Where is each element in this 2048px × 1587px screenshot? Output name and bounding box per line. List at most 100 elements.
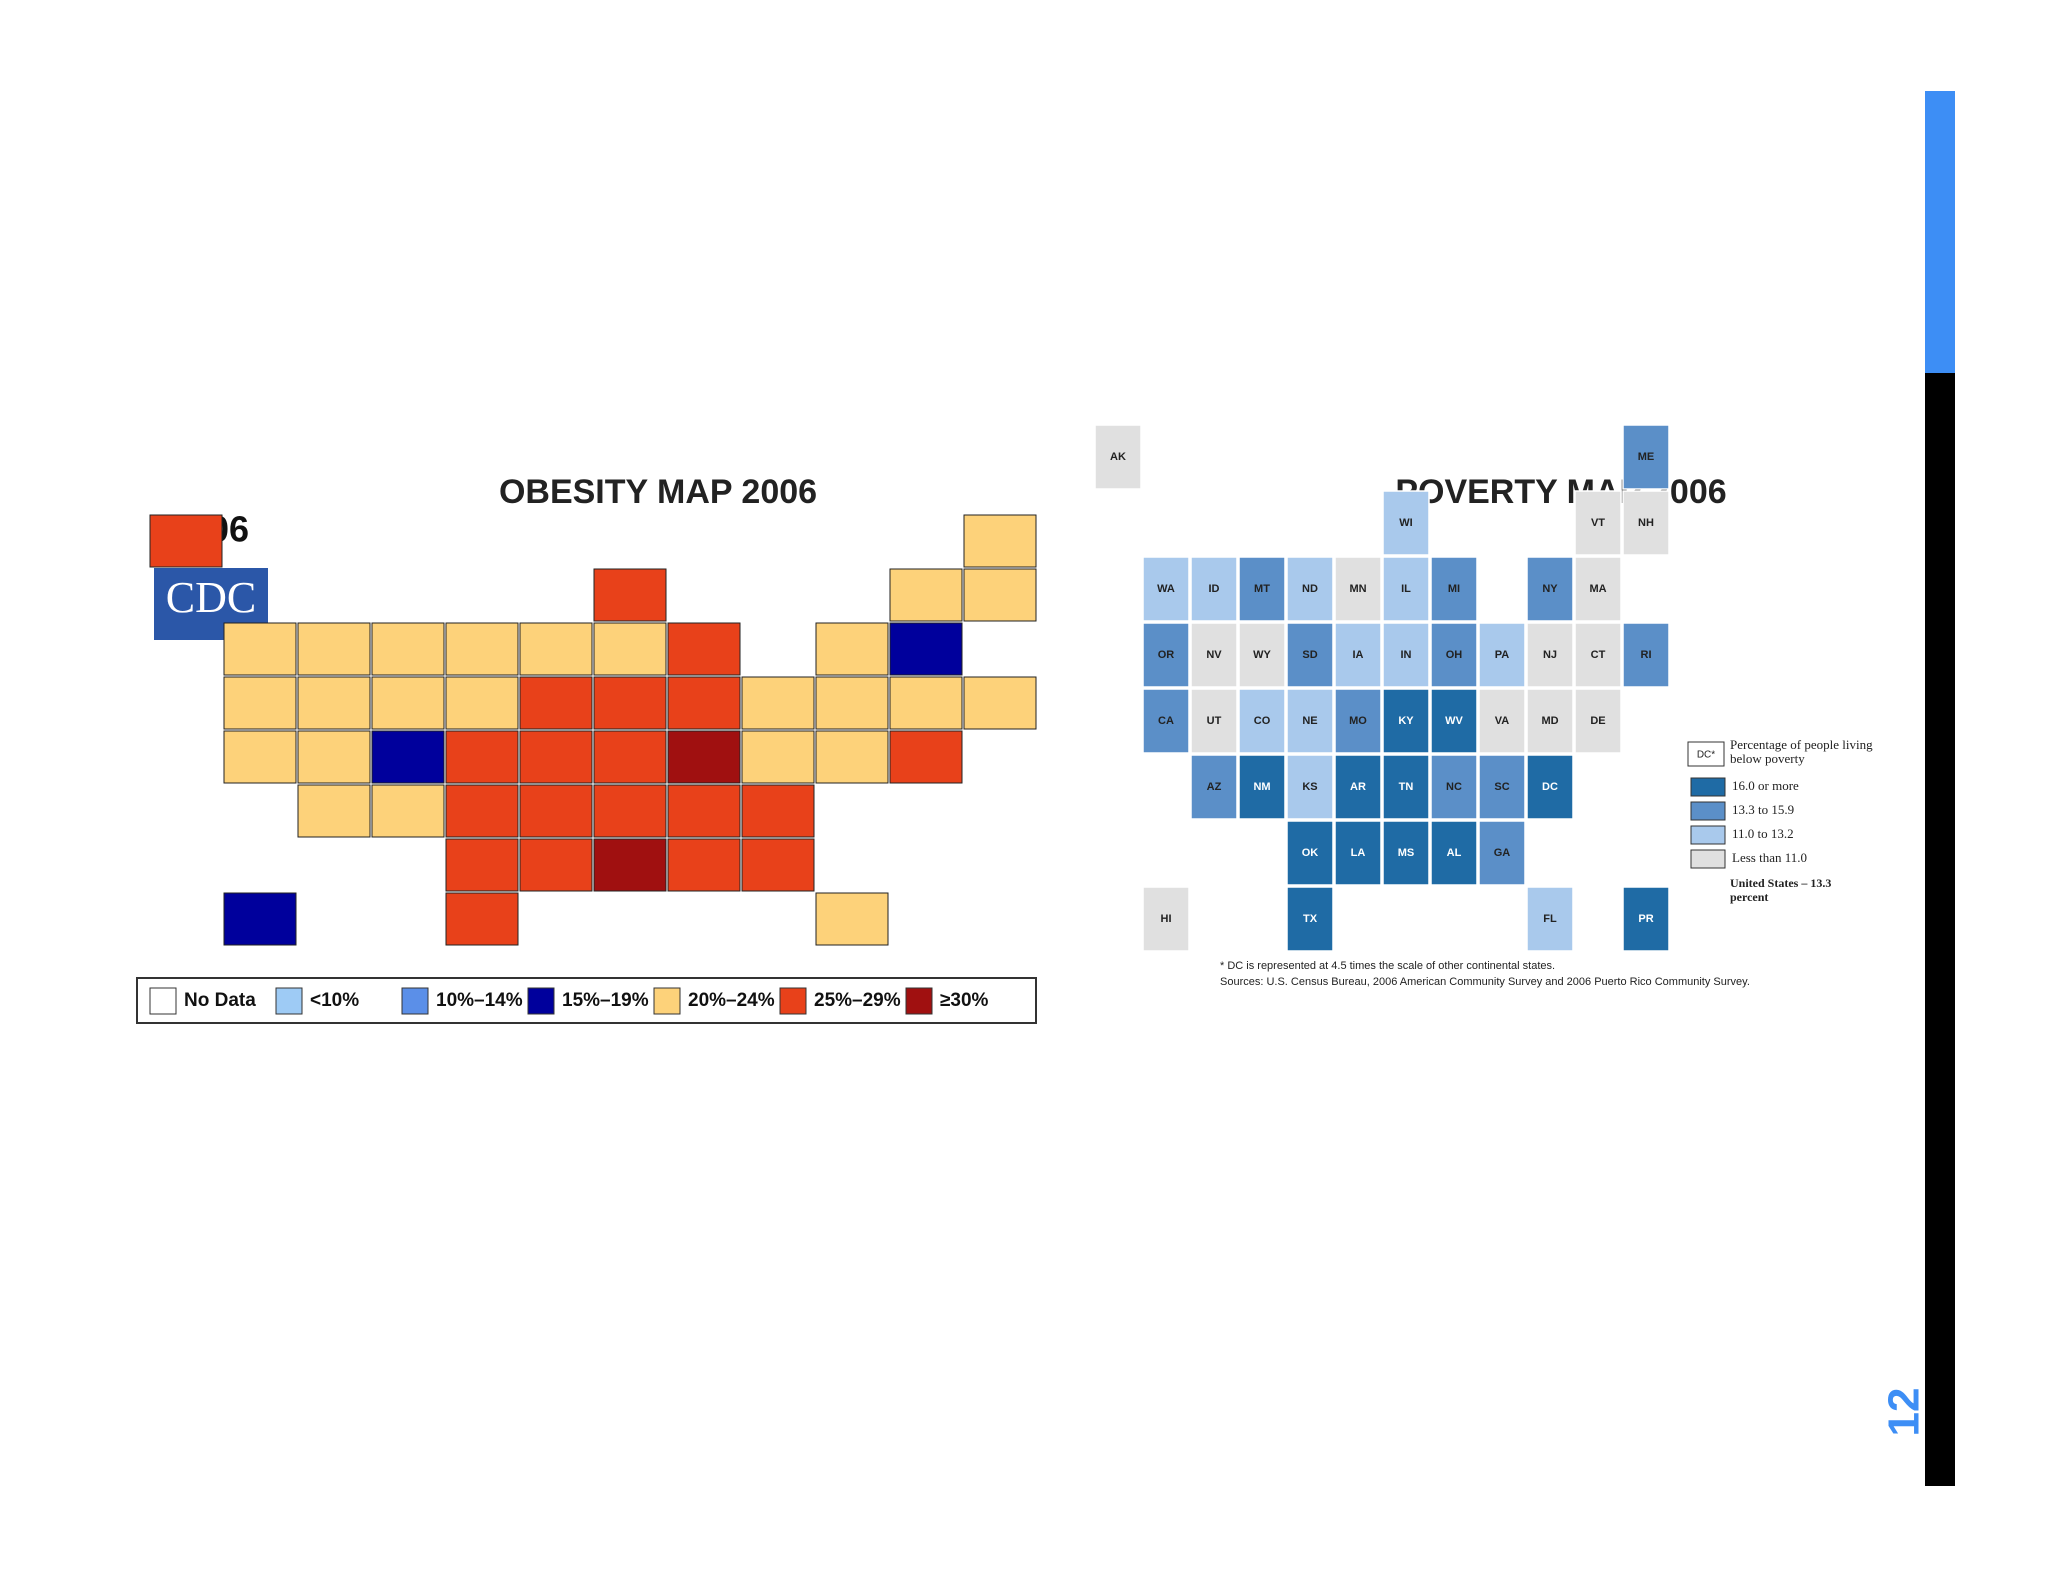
poverty-state xyxy=(1478,622,1526,688)
poverty-state xyxy=(1286,556,1334,622)
obesity-state xyxy=(593,784,667,838)
poverty-state xyxy=(1382,556,1430,622)
poverty-state xyxy=(1574,490,1622,556)
state-label: MS xyxy=(1398,847,1415,859)
obesity-state xyxy=(149,514,223,568)
poverty-state xyxy=(1382,754,1430,820)
poverty-state xyxy=(1430,622,1478,688)
legend-swatch xyxy=(401,987,429,1015)
poverty-state xyxy=(1622,490,1670,556)
legend-label: 15%–19% xyxy=(562,990,649,1011)
state-label: TX xyxy=(1303,913,1318,925)
obesity-state xyxy=(519,730,593,784)
obesity-state xyxy=(519,676,593,730)
obesity-state xyxy=(519,784,593,838)
legend-label: No Data xyxy=(184,990,256,1011)
obesity-state xyxy=(445,892,519,946)
legend-label: <10% xyxy=(310,990,359,1011)
state-label: PR xyxy=(1638,913,1653,925)
obesity-state xyxy=(593,730,667,784)
state-label: UT xyxy=(1207,715,1222,727)
state-label: MD xyxy=(1541,715,1558,727)
state-label: RI xyxy=(1641,649,1652,661)
poverty-note: United States – 13.3 percent xyxy=(1730,876,1832,904)
state-label: LA xyxy=(1351,847,1366,859)
obesity-state xyxy=(815,622,889,676)
obesity-state xyxy=(815,730,889,784)
poverty-state xyxy=(1622,424,1670,490)
obesity-state xyxy=(445,622,519,676)
state-label: AK xyxy=(1110,451,1126,463)
obesity-state xyxy=(297,784,371,838)
obesity-state xyxy=(963,514,1037,568)
state-label: FL xyxy=(1543,913,1557,925)
obesity-state xyxy=(963,676,1037,730)
state-label: CO xyxy=(1254,715,1271,727)
obesity-state xyxy=(593,838,667,892)
obesity-state xyxy=(297,622,371,676)
state-label: HI xyxy=(1161,913,1172,925)
obesity-state xyxy=(667,784,741,838)
obesity-state xyxy=(889,568,963,622)
state-label: GA xyxy=(1494,847,1511,859)
legend-label: 11.0 to 13.2 xyxy=(1732,826,1794,841)
legend-swatch xyxy=(275,987,303,1015)
state-label: NE xyxy=(1302,715,1317,727)
poverty-state xyxy=(1622,886,1670,952)
poverty-state xyxy=(1286,754,1334,820)
state-label: IL xyxy=(1401,583,1411,595)
state-label: DE xyxy=(1590,715,1605,727)
poverty-state xyxy=(1142,556,1190,622)
obesity-state xyxy=(593,622,667,676)
poverty-state xyxy=(1430,820,1478,886)
state-label: NJ xyxy=(1543,649,1557,661)
footnote: * DC is represented at 4.5 times the sca… xyxy=(1220,960,1555,972)
state-label: VA xyxy=(1495,715,1510,727)
obesity-title: OBESITY MAP 2006 xyxy=(499,473,817,511)
poverty-state xyxy=(1430,556,1478,622)
state-label: ME xyxy=(1638,451,1655,463)
legend-swatch xyxy=(527,987,555,1015)
obesity-state xyxy=(445,730,519,784)
obesity-state xyxy=(667,838,741,892)
poverty-state xyxy=(1430,754,1478,820)
poverty-state xyxy=(1238,754,1286,820)
state-label: MI xyxy=(1448,583,1460,595)
poverty-state xyxy=(1142,886,1190,952)
legend-label: 20%–24% xyxy=(688,990,775,1011)
legend-swatch xyxy=(1690,777,1726,797)
obesity-state xyxy=(371,730,445,784)
state-label: WY xyxy=(1253,649,1271,661)
legend-swatch xyxy=(653,987,681,1015)
poverty-state xyxy=(1526,622,1574,688)
legend-label: 16.0 or more xyxy=(1732,778,1799,793)
poverty-state xyxy=(1478,754,1526,820)
poverty-state xyxy=(1334,556,1382,622)
legend-swatch xyxy=(779,987,807,1015)
poverty-state xyxy=(1286,622,1334,688)
state-label: SD xyxy=(1302,649,1317,661)
note-wrap: United States – 13.3 percent xyxy=(1730,876,1832,904)
state-label: CA xyxy=(1158,715,1174,727)
state-label: MN xyxy=(1349,583,1366,595)
obesity-state xyxy=(889,676,963,730)
legend-label: 25%–29% xyxy=(814,990,901,1011)
state-label: NC xyxy=(1446,781,1462,793)
state-label: IA xyxy=(1353,649,1364,661)
poverty-state xyxy=(1286,688,1334,754)
obesity-state xyxy=(667,676,741,730)
poverty-state xyxy=(1190,622,1238,688)
obesity-state xyxy=(371,622,445,676)
legend-swatch xyxy=(149,987,177,1015)
obesity-state xyxy=(667,622,741,676)
legend-swatch xyxy=(1690,825,1726,845)
obesity-state xyxy=(593,568,667,622)
obesity-state xyxy=(371,784,445,838)
state-label: WV xyxy=(1445,715,1463,727)
obesity-state xyxy=(741,730,815,784)
poverty-state xyxy=(1382,622,1430,688)
state-label: WA xyxy=(1157,583,1175,595)
state-label: MO xyxy=(1349,715,1367,727)
state-label: OK xyxy=(1302,847,1319,859)
poverty-state xyxy=(1286,820,1334,886)
